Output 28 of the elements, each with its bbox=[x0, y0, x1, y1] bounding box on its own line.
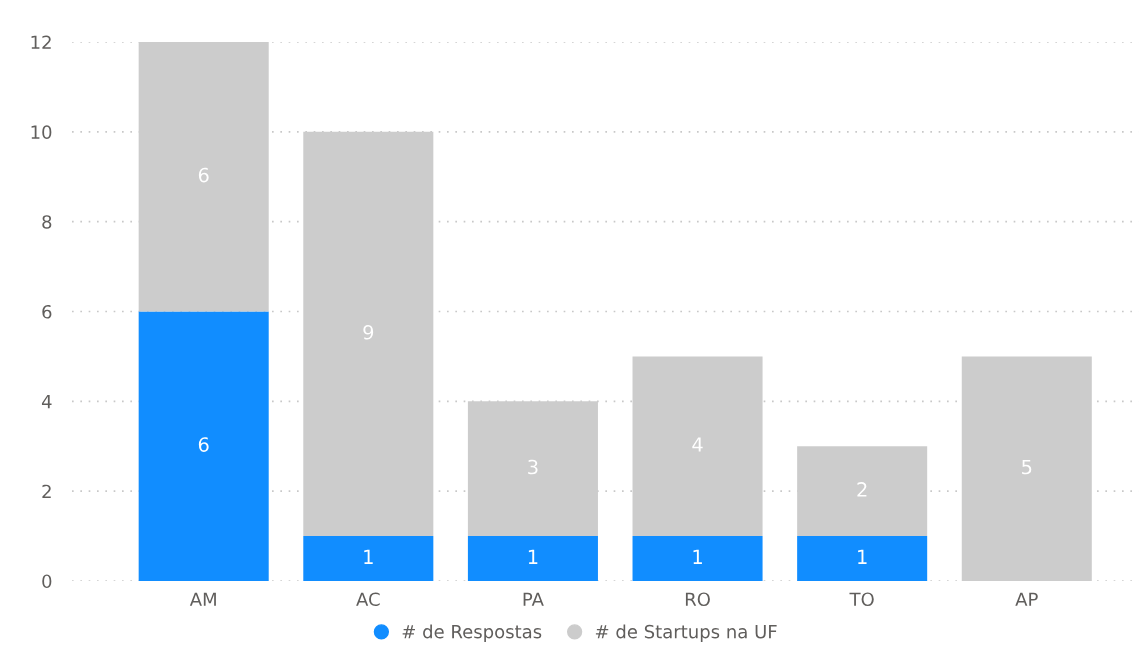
x-tick-label: RO bbox=[685, 592, 710, 607]
x-tick-label: AM bbox=[189, 592, 216, 606]
y-tick-label: 6 bbox=[42, 304, 52, 319]
bar bbox=[961, 356, 1092, 581]
y-tick-label: 12 bbox=[31, 35, 51, 49]
data-label: 1 bbox=[364, 549, 373, 564]
bar bbox=[797, 446, 928, 537]
x-tick-label: AC bbox=[356, 592, 380, 607]
bar bbox=[303, 536, 434, 581]
data-label: 1 bbox=[693, 549, 702, 564]
bar bbox=[632, 536, 763, 581]
bar bbox=[797, 536, 928, 581]
y-tick-label: 10 bbox=[31, 125, 52, 139]
data-label: 1 bbox=[528, 549, 538, 564]
data-label: 1 bbox=[858, 549, 867, 564]
bar bbox=[467, 536, 598, 581]
y-tick-label: 4 bbox=[41, 395, 52, 409]
y-tick-label: 8 bbox=[42, 215, 52, 229]
x-tick-label: TO bbox=[849, 592, 874, 607]
x-tick-label: PA bbox=[523, 592, 544, 606]
y-tick-label: 2 bbox=[42, 484, 51, 499]
bar bbox=[138, 42, 269, 312]
bar bbox=[138, 311, 269, 581]
legend-label: # de Respostas bbox=[402, 624, 542, 642]
legend-label: # de Startups na UF bbox=[595, 624, 777, 642]
y-tick-label: 0 bbox=[42, 574, 52, 589]
data-label: 6 bbox=[198, 437, 209, 452]
x-tick-label: AP bbox=[1015, 592, 1038, 606]
